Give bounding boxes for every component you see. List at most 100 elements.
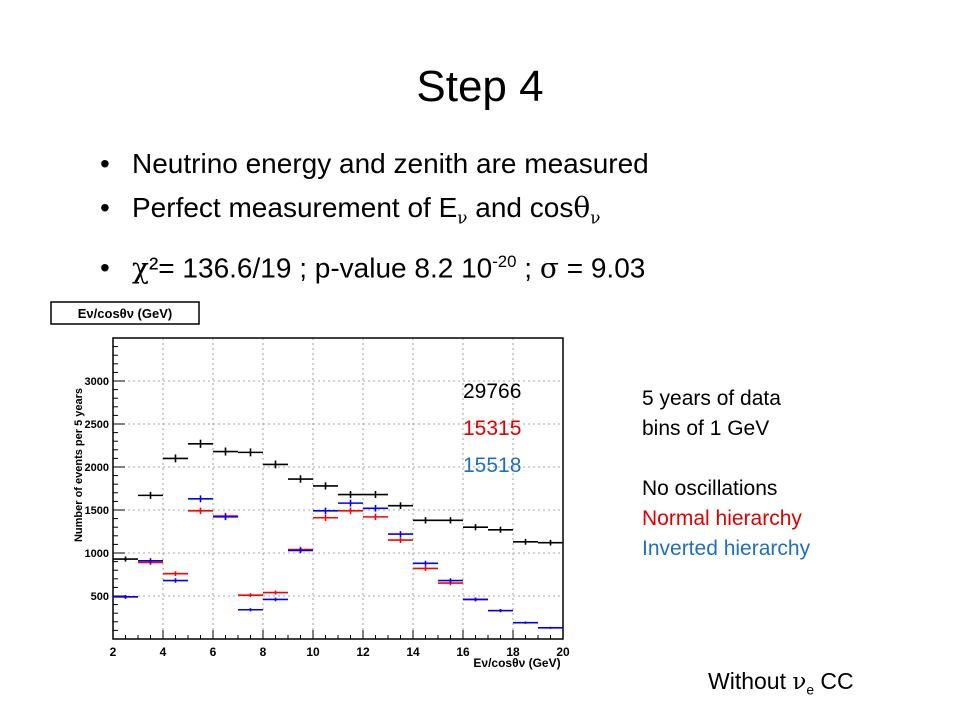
count-no-oscillations: 29766	[463, 380, 522, 403]
bullet-list: • Neutrino energy and zenith are measured…	[100, 142, 649, 290]
data-point	[513, 621, 538, 624]
bullet-text-middle: and cos	[467, 192, 574, 223]
data-point	[538, 539, 563, 546]
histogram-chart: 2 4 6 8 10 12 14 16 18 2050010001500200025003000 …	[50, 301, 570, 670]
data-point	[163, 578, 188, 583]
count-inverted-hierarchy: 15518	[463, 454, 522, 477]
x-tick-label: 10	[306, 645, 320, 659]
x-axis-label: Eν/cosθν (GeV)	[473, 656, 560, 670]
data-point	[113, 556, 138, 562]
legend-line-years: 5 years of data	[642, 387, 781, 410]
x-tick-label: 12	[356, 645, 370, 659]
data-point	[113, 594, 138, 599]
footer-prefix: Without	[708, 668, 793, 694]
x-tick-label: 8	[260, 645, 267, 659]
data-point	[313, 482, 338, 490]
axis-ticks	[112, 346, 564, 639]
bullet-item: • Perfect measurement of Eν and cosθν	[100, 186, 649, 240]
data-point	[188, 495, 213, 503]
title-box-frame	[50, 301, 200, 325]
data-point	[463, 597, 488, 602]
data-point	[263, 460, 288, 469]
bullet-dot: •	[100, 148, 110, 179]
footer-subscript: e	[806, 682, 815, 698]
slide-title: Step 4	[416, 62, 544, 111]
x-tick-label: 14	[406, 645, 420, 659]
legend-no-oscillations: No oscillations	[642, 477, 778, 500]
data-point	[338, 490, 363, 499]
data-point	[163, 571, 188, 577]
data-point	[388, 537, 413, 544]
data-point	[238, 448, 263, 457]
data-point	[413, 517, 438, 524]
data-point	[313, 507, 338, 515]
data-point	[413, 566, 438, 571]
data-point	[138, 558, 163, 564]
footer-note: Without νe CC	[708, 668, 854, 698]
nu-subscript: ν	[457, 207, 468, 228]
data-point	[363, 490, 388, 499]
data-point	[138, 491, 163, 499]
data-point	[163, 454, 188, 463]
data-point	[388, 531, 413, 538]
tick-labels: 2 4 6 8 10 12 14 16 18 20 500 1000 1500 2000 2500 3000	[85, 376, 570, 659]
grid	[112, 338, 564, 639]
data-point	[188, 507, 213, 515]
nu-subscript: ν	[590, 207, 601, 228]
count-normal-hierarchy: 15315	[463, 417, 522, 440]
y-axis-label: Number of events per 5 years	[73, 388, 85, 542]
data-point	[263, 590, 288, 595]
legend-normal-hierarchy: Normal hierarchy	[642, 507, 802, 530]
data-point	[338, 499, 363, 507]
chart-title-box: Eν/cosθν (GeV)	[50, 301, 200, 325]
exponent: -20	[492, 251, 517, 271]
data-point	[438, 517, 463, 524]
bullet-dot: •	[100, 192, 110, 223]
data-point	[488, 609, 513, 613]
data-point	[288, 547, 313, 554]
bullet-text: Neutrino energy and zenith are measured	[132, 148, 649, 179]
data-point	[463, 524, 488, 531]
sigma-text: = 9.03	[558, 251, 646, 283]
y-tick-label: 3000	[85, 376, 109, 388]
legend-inverted-hierarchy: Inverted hierarchy	[642, 537, 811, 560]
bullet-item: • χ²= 136.6/19 ; p-value 8.2 10-20 ; σ = …	[100, 240, 649, 290]
data-point	[363, 513, 388, 521]
data-point	[238, 608, 263, 612]
chi2-text: ²= 136.6/19 ; p-value 8.2 10	[148, 251, 493, 283]
bullet-item: • Neutrino energy and zenith are measured	[100, 142, 649, 186]
series-inverted	[113, 495, 563, 629]
data-point	[363, 504, 388, 512]
bullet-dot: •	[100, 251, 110, 283]
legend: 5 years of data bins of 1 GeV No oscilla…	[642, 384, 810, 564]
data-point	[538, 626, 563, 629]
legend-spacer	[642, 444, 810, 474]
event-counts: 29766 15315 15518	[463, 373, 521, 484]
x-tick-label: 20	[556, 645, 570, 659]
x-tick-label: 2	[110, 645, 117, 659]
series-no_osc	[113, 439, 563, 562]
chart-title: Eν/cosθν (GeV)	[78, 306, 172, 321]
data-point	[513, 538, 538, 545]
theta-symbol: θ	[573, 191, 591, 224]
chi-symbol: χ	[132, 250, 149, 284]
y-tick-label: 2500	[85, 419, 109, 431]
data-point	[288, 475, 313, 483]
data-point	[313, 514, 338, 521]
data-point	[488, 526, 513, 533]
data-point	[388, 502, 413, 510]
separator: ;	[516, 251, 540, 283]
bullet-text-prefix: Perfect measurement of E	[132, 192, 458, 223]
x-tick-label: 16	[456, 645, 470, 659]
nu-symbol: ν	[792, 669, 807, 695]
data-marks	[113, 439, 563, 629]
y-tick-label: 500	[91, 591, 109, 603]
data-point	[213, 513, 238, 521]
y-tick-label: 1500	[85, 505, 109, 517]
data-point	[188, 439, 213, 448]
legend-line-bins: bins of 1 GeV	[642, 417, 770, 440]
x-tick-label: 6	[210, 645, 217, 659]
sigma-symbol: σ	[539, 250, 559, 284]
data-point	[438, 578, 463, 583]
data-point	[238, 593, 263, 598]
